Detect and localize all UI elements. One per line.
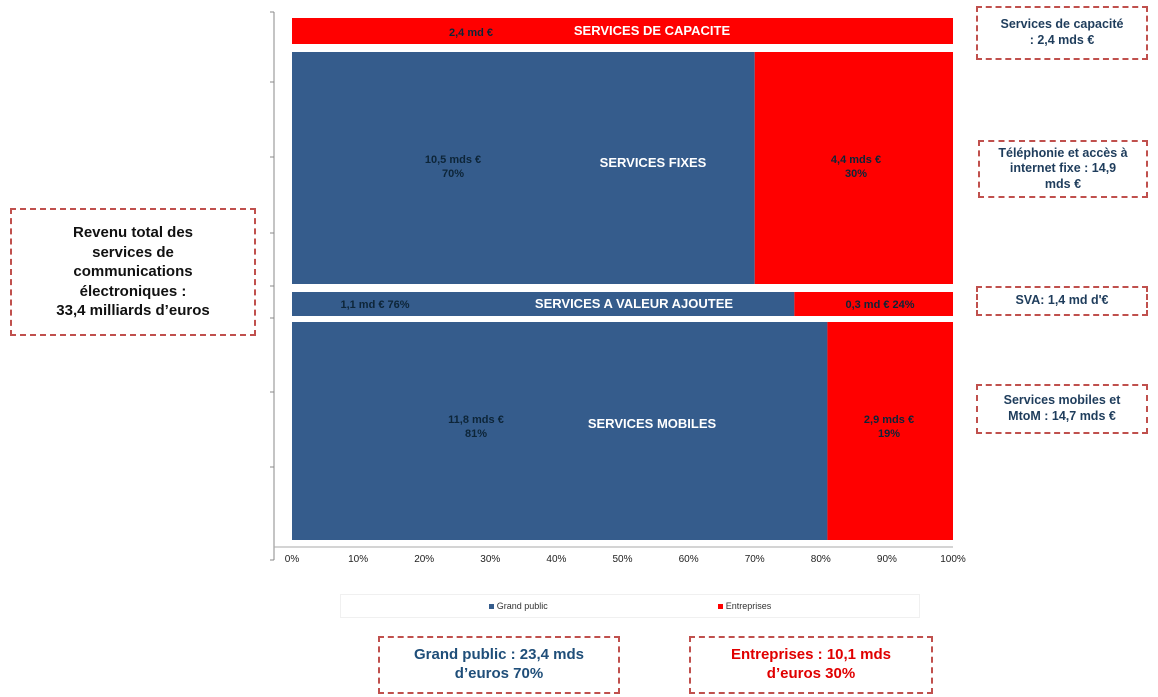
x-tick-label: 90% bbox=[877, 554, 897, 565]
category-label-3: SERVICES MOBILES bbox=[588, 416, 717, 431]
x-tick-label: 60% bbox=[679, 554, 699, 565]
x-tick-label: 40% bbox=[546, 554, 566, 565]
x-tick-labels: 0% 10% 20% 30% 40% 50% 60% 70% 80% 90% 100% bbox=[285, 554, 966, 565]
legend-item-entreprises: Entreprises bbox=[718, 601, 772, 611]
x-tick-label: 100% bbox=[940, 554, 966, 565]
bar-grand-public-3 bbox=[292, 322, 827, 540]
x-tick-label: 30% bbox=[480, 554, 500, 565]
category-label-1: SERVICES FIXES bbox=[600, 155, 707, 170]
fixed-services-box: Téléphonie et accès à internet fixe : 14… bbox=[978, 140, 1148, 198]
row-separator bbox=[292, 317, 953, 321]
x-tick-label: 0% bbox=[285, 554, 300, 565]
row-separator bbox=[292, 286, 953, 290]
legend-label-entreprises: Entreprises bbox=[726, 601, 772, 611]
value-label-grand-public-2: 1,1 md € 76% bbox=[340, 299, 409, 311]
grand-public-total-box: Grand public : 23,4 mds d’euros 70% bbox=[378, 636, 620, 694]
category-label-0: SERVICES DE CAPACITE bbox=[574, 23, 731, 38]
legend-item-grand-public: Grand public bbox=[489, 601, 548, 611]
x-tick-label: 80% bbox=[811, 554, 831, 565]
category-label-2: SERVICES A VALEUR AJOUTEE bbox=[535, 296, 733, 311]
x-tick-label: 20% bbox=[414, 554, 434, 565]
entreprises-total-box: Entreprises : 10,1 mds d’euros 30% bbox=[689, 636, 933, 694]
capacity-services-box: Services de capacité : 2,4 mds € bbox=[976, 6, 1148, 60]
legend-swatch-entreprises bbox=[718, 604, 723, 609]
x-tick-label: 70% bbox=[745, 554, 765, 565]
x-tick-label: 50% bbox=[612, 554, 632, 565]
sva-box: SVA: 1,4 md d'€ bbox=[976, 286, 1148, 316]
x-tick-label: 10% bbox=[348, 554, 368, 565]
legend-label-grand-public: Grand public bbox=[497, 601, 548, 611]
mobile-services-box: Services mobiles et MtoM : 14,7 mds € bbox=[976, 384, 1148, 434]
value-label-entreprises-0: 2,4 md € bbox=[449, 27, 493, 39]
value-label-entreprises-2: 0,3 md € 24% bbox=[845, 299, 914, 311]
legend: Grand public Entreprises bbox=[340, 594, 920, 618]
row-separator bbox=[292, 46, 953, 50]
legend-swatch-grand-public bbox=[489, 604, 494, 609]
total-revenue-box: Revenu total des services de communicati… bbox=[10, 208, 256, 336]
bars-layer bbox=[292, 18, 953, 540]
